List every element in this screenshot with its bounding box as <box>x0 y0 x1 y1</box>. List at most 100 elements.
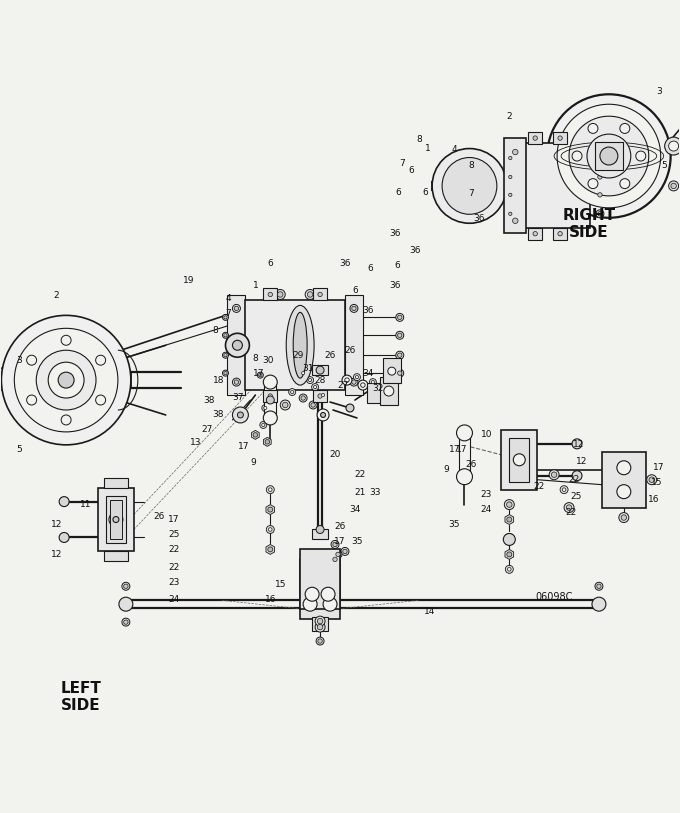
Circle shape <box>507 552 512 557</box>
Text: 17: 17 <box>456 446 467 454</box>
Text: 13: 13 <box>190 438 201 447</box>
Circle shape <box>58 372 74 388</box>
Text: RIGHT
SIDE: RIGHT SIDE <box>562 207 615 240</box>
Text: 37: 37 <box>233 393 244 402</box>
Circle shape <box>343 550 347 554</box>
Circle shape <box>369 379 376 385</box>
Circle shape <box>59 533 69 542</box>
Text: 15: 15 <box>275 580 286 589</box>
Circle shape <box>222 333 228 338</box>
Circle shape <box>268 292 273 297</box>
Text: 26: 26 <box>466 460 477 469</box>
Text: 31: 31 <box>303 363 314 372</box>
Bar <box>300 559 340 620</box>
Circle shape <box>507 192 513 198</box>
Text: 6: 6 <box>409 167 415 176</box>
Circle shape <box>671 183 677 189</box>
Bar <box>245 301 345 390</box>
Circle shape <box>564 502 574 512</box>
Circle shape <box>592 598 606 611</box>
Circle shape <box>336 552 340 557</box>
Circle shape <box>289 389 296 396</box>
Circle shape <box>396 313 404 321</box>
Circle shape <box>313 385 317 389</box>
Text: 16: 16 <box>648 495 660 504</box>
Circle shape <box>318 639 322 643</box>
Text: 17: 17 <box>335 537 345 546</box>
Text: 16: 16 <box>265 595 276 604</box>
Circle shape <box>124 620 128 624</box>
Circle shape <box>598 175 602 179</box>
Text: 22: 22 <box>568 476 579 485</box>
Bar <box>312 617 328 631</box>
Text: 3: 3 <box>656 87 662 96</box>
Circle shape <box>621 515 626 520</box>
Circle shape <box>398 353 402 358</box>
Circle shape <box>14 328 118 432</box>
Circle shape <box>598 193 602 197</box>
Circle shape <box>572 151 582 161</box>
Text: 26: 26 <box>344 346 356 354</box>
Bar <box>383 359 401 383</box>
Circle shape <box>505 533 513 541</box>
Circle shape <box>396 369 404 377</box>
Text: 5: 5 <box>661 162 666 171</box>
Circle shape <box>513 150 518 154</box>
Circle shape <box>588 124 598 133</box>
Circle shape <box>341 547 349 555</box>
Text: 24: 24 <box>481 505 492 514</box>
Text: 12: 12 <box>50 550 62 559</box>
Bar <box>602 452 646 507</box>
Circle shape <box>233 304 241 312</box>
Circle shape <box>596 191 604 199</box>
Circle shape <box>510 147 520 157</box>
Circle shape <box>265 440 269 444</box>
Circle shape <box>345 378 350 382</box>
Text: 8: 8 <box>469 162 475 171</box>
Circle shape <box>222 370 228 376</box>
Text: 6: 6 <box>423 189 428 198</box>
Circle shape <box>305 587 319 601</box>
Text: 22: 22 <box>534 482 545 491</box>
Circle shape <box>267 485 274 493</box>
Text: 36: 36 <box>409 246 420 255</box>
Text: 34: 34 <box>362 368 373 377</box>
Text: 18: 18 <box>213 376 224 385</box>
Bar <box>228 295 245 395</box>
Circle shape <box>122 582 130 590</box>
Circle shape <box>269 528 272 531</box>
Circle shape <box>113 516 119 523</box>
Text: 2: 2 <box>53 291 59 300</box>
Circle shape <box>59 497 69 506</box>
Circle shape <box>572 439 582 449</box>
Circle shape <box>310 599 320 609</box>
Circle shape <box>503 533 515 546</box>
Circle shape <box>267 392 274 400</box>
Circle shape <box>556 230 564 237</box>
Circle shape <box>595 582 603 590</box>
Text: 27: 27 <box>337 380 349 389</box>
Text: 6: 6 <box>352 286 358 295</box>
Circle shape <box>569 116 649 196</box>
Circle shape <box>262 405 269 411</box>
Bar <box>104 478 128 488</box>
Circle shape <box>398 315 402 320</box>
Circle shape <box>48 362 84 398</box>
Circle shape <box>456 425 473 441</box>
Bar <box>528 133 542 144</box>
Circle shape <box>509 193 512 197</box>
Circle shape <box>323 598 337 611</box>
Text: 6: 6 <box>367 264 373 273</box>
Text: 33: 33 <box>369 488 381 497</box>
Circle shape <box>226 333 250 357</box>
Circle shape <box>96 395 105 405</box>
Text: 25: 25 <box>168 530 180 539</box>
Circle shape <box>531 134 539 142</box>
Circle shape <box>299 394 307 402</box>
Text: 17: 17 <box>653 463 664 472</box>
Circle shape <box>600 147 618 165</box>
Text: 5: 5 <box>16 446 22 454</box>
Text: 35: 35 <box>351 537 362 546</box>
Circle shape <box>311 384 319 390</box>
Circle shape <box>352 307 356 311</box>
